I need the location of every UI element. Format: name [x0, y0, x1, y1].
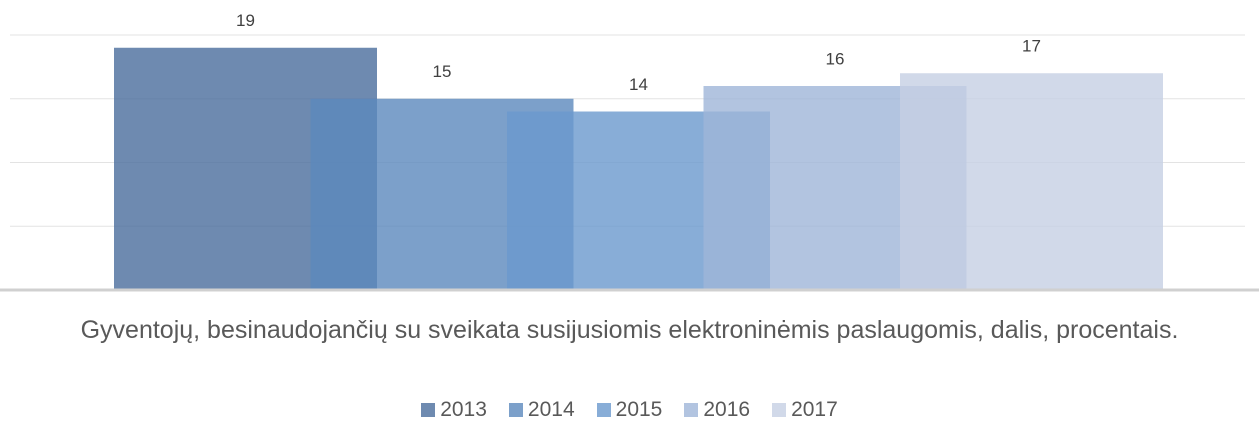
chart-title: Gyventojų, besinaudojančių su sveikata s…	[80, 316, 1179, 344]
legend-label: 2016	[703, 398, 751, 421]
data-label: 14	[629, 75, 648, 94]
legend-label: 2014	[527, 398, 575, 421]
legend-swatch	[684, 403, 699, 417]
legend-item: 2017	[772, 398, 838, 422]
legend-item: 2016	[684, 398, 750, 422]
plot: 19 15 14 16 17	[0, 11, 1259, 292]
legend-swatch	[772, 403, 787, 417]
data-label: 17	[1022, 37, 1041, 56]
legend-label: 2015	[615, 398, 663, 421]
legend-label: 2013	[440, 398, 487, 421]
legend-item: 2014	[508, 398, 575, 422]
legend-label: 2017	[791, 398, 838, 421]
legend-swatch	[421, 403, 436, 417]
legend: 2013 2014 2015 2016 2017	[0, 398, 1259, 422]
legend-swatch	[596, 403, 611, 417]
legend-swatch	[508, 403, 523, 417]
legend-item: 2013	[421, 398, 487, 422]
legend-item: 2015	[596, 398, 663, 422]
data-label: 19	[236, 11, 255, 30]
bar	[900, 73, 1163, 290]
data-label: 15	[433, 62, 452, 81]
data-label: 16	[826, 49, 845, 68]
